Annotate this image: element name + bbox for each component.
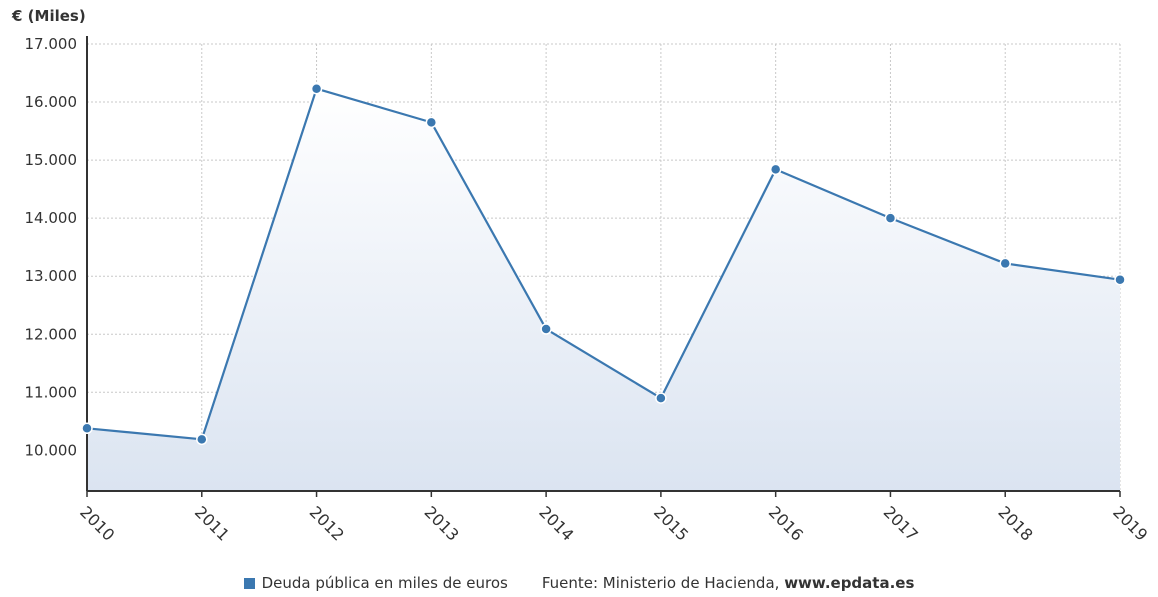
chart-footer: Deuda pública en miles de euros Fuente: M… [0, 574, 1158, 592]
data-point [999, 257, 1011, 270]
y-tick-label: 17.000 [25, 35, 78, 53]
data-point [769, 163, 782, 176]
x-tick-label: 2014 [535, 502, 577, 544]
chart: 10.000 11.000 12.000 13.000 14.000 15.000 16.0… [11, 7, 1151, 545]
data-point [655, 392, 667, 404]
x-tick-label: 2017 [880, 502, 922, 544]
series-line [86, 87, 1121, 441]
x-tick-label: 2010 [76, 502, 118, 544]
x-tick-label: 2011 [191, 502, 233, 544]
legend-label: Deuda pública en miles de euros [261, 574, 508, 592]
data-point [1114, 273, 1126, 286]
y-tick-label: 16.000 [25, 93, 78, 111]
series-area [87, 88, 1120, 491]
source-text: Fuente: Ministerio de Hacienda, www.epda… [542, 574, 915, 592]
x-tick-label: 2018 [994, 502, 1036, 544]
data-point [81, 422, 93, 435]
x-tick-label: 2013 [421, 502, 463, 544]
source-site: www.epdata.es [784, 574, 915, 592]
data-point [884, 212, 897, 224]
x-tick-label: 2015 [650, 502, 692, 544]
data-point [425, 116, 438, 129]
y-axis-label: € (Miles) [11, 7, 86, 25]
x-tick-label: 2012 [306, 502, 348, 544]
y-tick-label: 14.000 [25, 209, 78, 227]
data-point [310, 82, 323, 95]
source-prefix: Fuente: Ministerio de Hacienda, [541, 574, 780, 592]
y-tick-label: 12.000 [25, 325, 78, 343]
x-tick-label: 2019 [1109, 502, 1151, 544]
y-tick-label: 10.000 [25, 441, 78, 459]
x-tick-label: 2016 [765, 502, 807, 544]
data-point [196, 433, 208, 446]
y-tick-label: 13.000 [25, 267, 78, 285]
y-tick-label: 11.000 [25, 383, 78, 401]
data-point [540, 323, 552, 335]
y-tick-label: 15.000 [25, 151, 78, 169]
legend-swatch [243, 578, 255, 589]
